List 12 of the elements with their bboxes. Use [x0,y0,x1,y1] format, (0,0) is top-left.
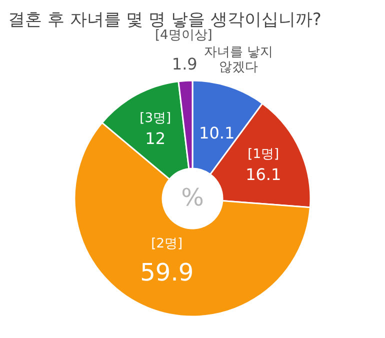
data-label: 10.1 [199,123,235,142]
data-label: 1.9 [172,54,198,74]
chart-title: 결혼 후 자녀를 몇 명 낳을 생각이십니까? [8,10,322,30]
slice-label: [2명] [151,236,183,252]
text: % [181,184,204,212]
slice-label: [4명이상] [154,28,212,43]
data-label: 59.9 [140,258,194,286]
data-label: 16.1 [246,164,282,184]
slice-label: 자녀를 낳지 않겠다 [204,44,274,75]
slice-label: [1명] [248,146,280,162]
slice-label: [3명] [140,110,172,126]
data-label: 12 [145,128,166,148]
